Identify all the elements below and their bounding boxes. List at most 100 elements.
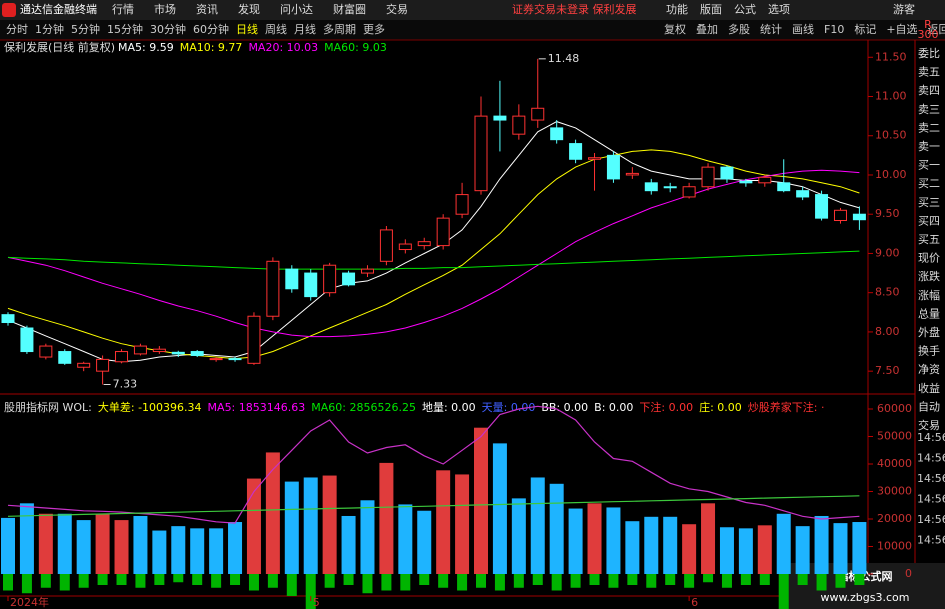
bar: [682, 524, 697, 574]
negative-bar: [211, 574, 222, 588]
bar: [341, 515, 356, 574]
indicator-line: [7, 495, 860, 517]
tool-button[interactable]: 叠加: [696, 23, 718, 36]
side-label[interactable]: 外盘: [918, 325, 940, 339]
menu-item[interactable]: 行情: [112, 3, 134, 16]
indicator-value: BB: 0.00: [541, 401, 588, 414]
negative-bar: [343, 574, 354, 585]
candle-body: [436, 217, 450, 247]
indicator-title: 股朋指标网 WOL:: [4, 400, 92, 414]
menu-item[interactable]: 发现: [238, 2, 260, 16]
negative-bar: [797, 574, 808, 585]
legend-entry: MA20: 10.03: [248, 41, 318, 54]
x-tick-label: 5: [313, 596, 320, 609]
period-tab[interactable]: 1分钟: [35, 22, 64, 36]
side-label[interactable]: 总量: [918, 306, 940, 320]
side-label[interactable]: 卖一: [918, 140, 940, 153]
side-time: 14:56: [917, 534, 945, 547]
menu-item[interactable]: 功能: [666, 2, 688, 16]
candle-body: [360, 268, 374, 274]
side-label[interactable]: 买五: [918, 233, 940, 246]
side-label[interactable]: 涨跌: [918, 269, 940, 283]
period-tab[interactable]: 周线: [265, 22, 287, 36]
negative-bar: [532, 574, 543, 585]
period-tab[interactable]: 分时: [6, 23, 28, 36]
y-tick-label: 0: [905, 567, 912, 580]
tool-button[interactable]: 多股: [728, 22, 750, 36]
negative-bar: [400, 574, 411, 591]
side-label[interactable]: 买四: [918, 214, 940, 227]
legend-entry: MA5: 9.59: [118, 41, 174, 54]
bar: [455, 474, 470, 574]
side-label[interactable]: 卖三: [918, 103, 940, 116]
side-label[interactable]: 自动: [918, 400, 940, 413]
period-tab[interactable]: 15分钟: [107, 22, 143, 36]
candle-body: [285, 268, 299, 290]
negative-bar: [551, 574, 562, 591]
user[interactable]: 游客: [893, 2, 915, 16]
y-tick-label: 50000: [877, 430, 912, 443]
candle-body: [644, 182, 658, 192]
y-tick-label: 10.00: [875, 168, 907, 181]
period-tab[interactable]: 60分钟: [193, 22, 229, 36]
bar: [852, 522, 867, 574]
tool-button[interactable]: 画线: [792, 22, 814, 36]
bar: [474, 427, 488, 574]
side-label[interactable]: 卖四: [918, 84, 940, 97]
negative-bar: [248, 574, 259, 591]
candle-body: [606, 154, 620, 180]
candle-body: [758, 176, 772, 184]
side-label[interactable]: 净资: [918, 362, 940, 376]
negative-bar: [570, 574, 581, 588]
menu-item[interactable]: 财富圈: [333, 2, 366, 16]
negative-bar: [778, 574, 789, 609]
menu-item[interactable]: 选项: [768, 3, 790, 16]
annotation: 7.33: [113, 378, 138, 391]
tool-button[interactable]: F10: [824, 23, 844, 36]
bar: [19, 503, 34, 574]
side-label[interactable]: 委比: [918, 47, 940, 60]
tool-button[interactable]: 复权: [664, 22, 686, 36]
menu-item[interactable]: 问小达: [280, 3, 313, 16]
bar: [152, 530, 167, 574]
bar: [644, 516, 659, 574]
candle-body: [77, 362, 91, 368]
menu-item[interactable]: 交易: [386, 2, 408, 16]
side-label[interactable]: 卖二: [918, 121, 940, 134]
side-label[interactable]: 交易: [918, 418, 940, 432]
side-label[interactable]: 买三: [918, 196, 940, 209]
negative-bar: [740, 574, 751, 585]
tool-button[interactable]: 返回: [928, 23, 945, 36]
candle-body: [379, 229, 393, 262]
menu-item[interactable]: 版面: [700, 2, 722, 16]
indicator-value: B: 0.00: [594, 401, 633, 414]
menu-item[interactable]: 公式: [734, 3, 756, 16]
indicator-value: 天量: 0.00: [482, 401, 536, 414]
bar: [95, 513, 110, 574]
tool-button[interactable]: 统计: [760, 23, 782, 36]
side-label[interactable]: 买二: [918, 177, 940, 190]
side-label[interactable]: 现价: [918, 252, 940, 265]
tool-button[interactable]: +自选: [886, 23, 917, 36]
side-label[interactable]: 卖五: [918, 66, 940, 79]
period-tab[interactable]: 月线: [294, 22, 316, 36]
tool-button[interactable]: 标记: [854, 22, 876, 36]
negative-bar: [362, 574, 373, 594]
side-label[interactable]: 涨幅: [918, 289, 940, 302]
menu-item[interactable]: 资讯: [196, 3, 218, 16]
period-tab[interactable]: 更多: [363, 22, 385, 36]
bar: [228, 522, 243, 574]
period-tab[interactable]: 30分钟: [150, 22, 186, 36]
period-tab[interactable]: 多周期: [323, 22, 356, 36]
side-label[interactable]: 收益: [918, 381, 940, 395]
negative-bar: [854, 574, 865, 585]
side-label[interactable]: 买一: [918, 159, 940, 172]
negative-bar: [286, 574, 297, 596]
login-notice[interactable]: 证券交易未登录 保利发展: [512, 2, 637, 16]
bar: [776, 513, 791, 574]
period-tab[interactable]: 5分钟: [71, 22, 100, 36]
menu-item[interactable]: 市场: [154, 2, 176, 16]
side-label[interactable]: 换手: [918, 344, 940, 358]
period-tab[interactable]: 日线: [236, 22, 258, 36]
